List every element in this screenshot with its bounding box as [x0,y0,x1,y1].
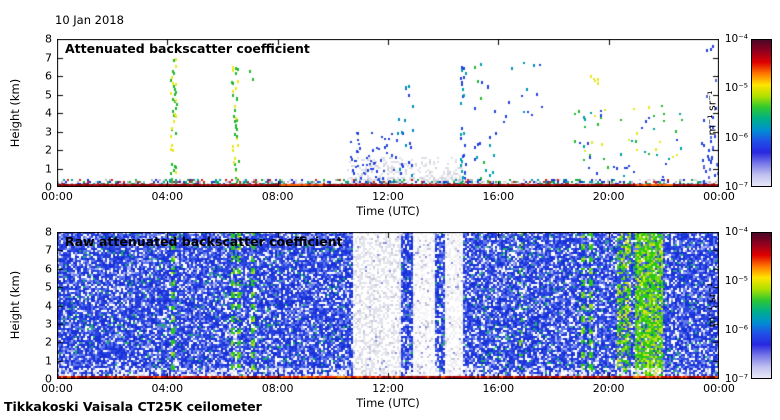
bottom-y-axis-label: Height (km) [8,270,22,340]
x-tick-label: 12:00 [372,382,404,395]
y-tick-label: 5 [45,88,52,101]
attenuated-backscatter-panel: Attenuated backscatter coefficient [57,39,719,187]
y-tick-label: 2 [45,335,52,349]
y-tick-label: 7 [45,243,52,257]
y-tick-label: 4 [45,299,52,312]
raw-backscatter-panel: Raw attenuated backscatter coefficient [57,232,719,379]
y-tick-label: 8 [45,32,52,46]
y-tick-label: 7 [45,51,52,64]
y-tick-label: 6 [45,262,52,276]
date-label: 10 Jan 2018 [55,13,124,27]
attenuated-backscatter-heatmap [57,39,719,187]
x-tick-label: 08:00 [261,382,294,395]
x-tick-label: 08:00 [261,190,294,203]
top-y-axis-ticks: 8 7 6 5 4 3 2 1 0 [34,33,52,194]
x-tick-label: 00:00 [703,382,735,395]
instrument-footer-label: Tikkakoski Vaisala CT25K ceilometer [4,399,262,414]
colorbar-tick-label: 10⁻⁵ [724,82,748,95]
x-tick-label: 00:00 [41,190,73,203]
colorbar-tick-label: 10⁻⁷ [724,181,748,193]
bottom-x-axis-label: Time (UTC) [356,396,420,410]
bottom-colorbar-ticks: 10⁻⁴ 10⁻⁵ 10⁻⁶ 10⁻⁷ [720,226,748,385]
colorbar-tick-label: 10⁻⁶ [724,324,748,336]
x-tick-label: 20:00 [592,190,625,203]
top-x-axis-label: Time (UTC) [356,204,420,218]
x-tick-label: 16:00 [482,190,515,203]
bottom-colorbar-units: m⁻¹ sr⁻¹ [705,282,719,328]
colorbar-tick-label: 10⁻⁵ [724,275,748,287]
colorbar-tick-label: 10⁻⁴ [724,33,748,45]
x-tick-label: 00:00 [41,382,73,395]
colorbar-tick-label: 10⁻⁴ [724,226,748,238]
y-tick-label: 2 [45,143,52,157]
y-tick-label: 3 [45,125,52,138]
y-tick-label: 6 [45,69,52,83]
colorbar-tick-label: 10⁻⁶ [724,131,748,144]
y-tick-label: 4 [45,106,52,120]
bottom-colorbar [751,232,772,379]
top-y-axis-label: Height (km) [8,78,22,148]
y-tick-label: 1 [45,354,52,368]
top-panel-title: Attenuated backscatter coefficient [65,41,310,56]
x-tick-label: 00:00 [703,190,735,203]
x-tick-label: 16:00 [482,382,515,395]
bottom-y-axis-ticks: 8 7 6 5 4 3 2 1 0 [34,226,52,386]
x-tick-label: 04:00 [151,382,184,395]
top-x-axis-ticks: 00:00 04:00 08:00 12:00 16:00 20:00 00:00 [41,190,735,203]
x-tick-label: 20:00 [592,382,625,395]
top-colorbar [751,39,772,187]
y-tick-label: 3 [45,317,52,331]
y-tick-label: 0 [45,180,52,194]
y-tick-label: 0 [45,372,52,386]
bottom-x-axis-ticks: 00:00 04:00 08:00 12:00 16:00 20:00 00:00 [41,382,735,395]
top-colorbar-ticks: 10⁻⁴ 10⁻⁵ 10⁻⁶ 10⁻⁷ [720,33,748,193]
raw-backscatter-heatmap [57,232,719,379]
x-tick-label: 04:00 [151,190,184,203]
y-tick-label: 8 [45,225,52,239]
top-colorbar-units: m⁻¹ sr⁻¹ [705,90,719,136]
bottom-panel-title: Raw attenuated backscatter coefficient [65,234,343,249]
y-tick-label: 5 [45,280,52,294]
colorbar-tick-label: 10⁻⁷ [724,373,748,385]
x-tick-label: 12:00 [372,190,404,203]
y-tick-label: 1 [45,162,52,175]
